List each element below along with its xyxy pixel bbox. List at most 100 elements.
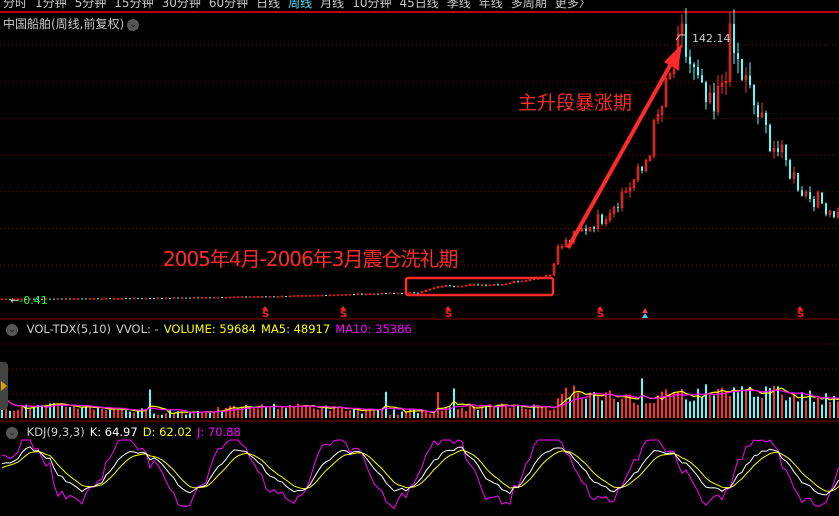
volume-bar — [29, 408, 31, 418]
candle-body — [408, 292, 412, 294]
candle-body — [112, 297, 116, 300]
kdj-indicator-name[interactable]: KDJ(9,3,3) — [26, 425, 85, 439]
volume-bar — [97, 407, 99, 418]
tab-14[interactable]: 更多〉 — [554, 0, 591, 10]
candle-body — [228, 296, 232, 299]
candle-body — [221, 297, 223, 299]
chevron-down-icon[interactable]: ⌄ — [127, 18, 140, 31]
candle-body — [813, 198, 815, 207]
volume-bar — [401, 411, 403, 418]
volume-bar — [249, 405, 251, 418]
volume-bar — [381, 410, 383, 418]
candle-body — [20, 298, 24, 301]
volume-bar — [525, 408, 527, 418]
candle-body — [449, 285, 451, 287]
volume-bar — [649, 402, 651, 418]
tab-3[interactable]: 15分钟 — [114, 0, 154, 10]
volume-bar — [661, 391, 663, 418]
volume-indicator-name[interactable]: VOL-TDX(5,10) — [26, 322, 112, 336]
tab-0[interactable]: 分时 — [3, 0, 28, 10]
candle-body — [636, 166, 640, 181]
candle-body — [792, 172, 796, 179]
candle-body — [436, 286, 440, 289]
candle-body — [789, 160, 791, 179]
volume-bar — [741, 386, 743, 418]
volume-bar — [377, 409, 379, 418]
tab-13[interactable]: 多周期 — [510, 0, 547, 10]
tab-11[interactable]: 季线 — [446, 0, 471, 10]
volume-bar — [269, 407, 271, 418]
candle-body — [440, 286, 444, 288]
tab-2[interactable]: 5分钟 — [74, 0, 107, 10]
candle-body — [308, 294, 312, 297]
tab-10[interactable]: 45日线 — [399, 0, 439, 10]
candle-body — [424, 289, 428, 292]
volume-bar — [309, 406, 311, 418]
candle-body — [332, 294, 336, 297]
candle-body — [44, 298, 48, 300]
tab-9[interactable]: 10分钟 — [352, 0, 392, 10]
candle-body — [601, 214, 603, 224]
candle-body — [428, 288, 432, 291]
volume-bar — [349, 410, 351, 418]
chart-title: 中国船舶(周线,前复权) ⌄ — [3, 15, 140, 32]
volume-bar — [253, 407, 255, 418]
candle-body — [560, 246, 564, 248]
volume-bar — [689, 401, 691, 418]
candle-body — [180, 297, 184, 299]
volume-bar — [613, 398, 615, 418]
candle-body — [456, 285, 460, 288]
volume-bar — [285, 408, 287, 418]
volume-bar — [237, 410, 239, 418]
volume-bar — [477, 410, 479, 418]
candle-body — [276, 296, 280, 298]
volume-bar — [225, 407, 227, 418]
candle-body — [97, 298, 99, 300]
volume-bar — [297, 403, 299, 418]
candle-body — [100, 298, 104, 300]
candle-body — [265, 296, 267, 298]
volume-bar — [353, 409, 355, 418]
candle-body — [816, 192, 820, 208]
sidebar-expand-handle[interactable] — [0, 362, 8, 410]
candle-body — [137, 298, 139, 300]
volume-bar — [85, 405, 87, 418]
volume-bar — [717, 389, 719, 418]
volume-bar — [181, 411, 183, 418]
k-value: K: 64.97 — [89, 425, 138, 439]
chevron-down-icon[interactable]: ⌄ — [6, 323, 18, 336]
tab-8[interactable]: 月线 — [320, 0, 345, 10]
volume-bar — [485, 405, 487, 418]
candle-body — [485, 284, 487, 286]
candle-body — [720, 82, 724, 87]
volume-bar — [305, 405, 307, 418]
volume-bar — [189, 411, 191, 418]
volume-bar — [705, 384, 707, 418]
candle-body — [125, 298, 127, 300]
volume-bar — [25, 404, 27, 418]
candle-body — [9, 298, 11, 300]
chevron-down-icon[interactable]: ⌄ — [6, 426, 18, 439]
tab-6[interactable]: 日线 — [256, 0, 281, 10]
candle-body — [104, 297, 108, 300]
candle-body — [380, 292, 384, 295]
volume-bar — [137, 411, 139, 418]
tab-12[interactable]: 年线 — [478, 0, 503, 10]
volume-bar — [121, 410, 123, 418]
candle-body — [169, 297, 171, 299]
volume-bar — [737, 392, 739, 418]
volume-bar — [821, 404, 823, 418]
tab-4[interactable]: 30分钟 — [161, 0, 201, 10]
volume-bar — [421, 411, 423, 418]
volume-bar — [301, 405, 303, 418]
candle-body — [477, 284, 479, 286]
tab-5[interactable]: 60分钟 — [208, 0, 249, 10]
candle-body — [149, 298, 151, 300]
tab-1[interactable]: 1分钟 — [35, 0, 67, 10]
volume-bar — [93, 409, 95, 418]
candle-body — [240, 296, 244, 298]
tab-7[interactable]: 周线 — [288, 0, 313, 10]
candle-body — [300, 295, 304, 297]
candle-body — [204, 296, 208, 299]
